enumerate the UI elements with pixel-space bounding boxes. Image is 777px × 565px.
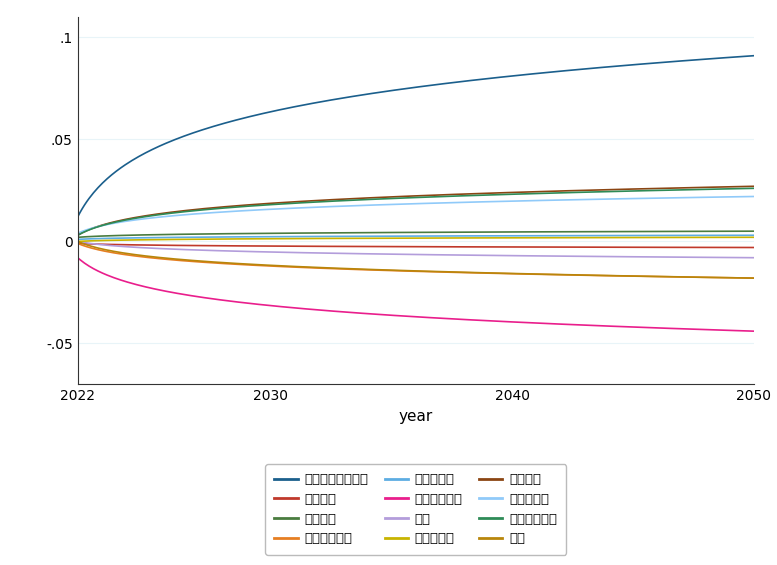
Legend: 반도체디스플레이, 이차전지, 모빌리티, 차세대원자력, 첨단바이오, 우주항공해양, 수소, 사이버보안, 인공지능, 차세대통신, 첨단로봇제조, 양자: 반도체디스플레이, 이차전지, 모빌리티, 차세대원자력, 첨단바이오, 우주항… xyxy=(265,464,566,554)
X-axis label: year: year xyxy=(399,408,433,424)
